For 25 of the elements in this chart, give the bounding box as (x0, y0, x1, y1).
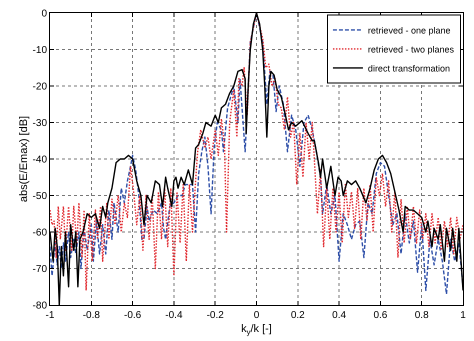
x-tick-label: 0.4 (332, 310, 346, 321)
x-tick-label: -1 (46, 310, 55, 321)
y-tick-label: 0 (41, 8, 48, 20)
y-tick-label: -20 (32, 82, 48, 92)
x-tick-label: 0.6 (373, 310, 388, 321)
y-axis-title: abs(E/Emax) [dB] (18, 116, 30, 202)
y-tick-label: -50 (32, 191, 48, 202)
legend-label: retrieved - one plane (368, 25, 450, 36)
x-tick-label: 0 (254, 310, 260, 321)
legend-label: retrieved - two planes (368, 44, 454, 54)
y-tick-label: -80 (32, 300, 48, 312)
y-tick-label: -70 (32, 264, 48, 275)
x-tick-label: 0.2 (290, 310, 306, 321)
x-axis-title: k$_{y}$/k [-] (241, 323, 272, 337)
x-tick-label: -0.4 (165, 310, 183, 321)
x-tick-label: -0.2 (206, 310, 224, 321)
x-tick-label: -0.8 (82, 310, 100, 321)
y-tick-label: -60 (32, 228, 48, 238)
x-tick-label: 1 (460, 310, 466, 321)
legend-label: direct transformation (368, 63, 450, 74)
y-tick-label: -10 (32, 45, 48, 56)
x-tick-label: -0.6 (124, 310, 142, 321)
x-tick-label: 0.8 (414, 310, 430, 321)
y-tick-label: -30 (32, 118, 48, 129)
y-tick-label: -40 (32, 154, 48, 166)
